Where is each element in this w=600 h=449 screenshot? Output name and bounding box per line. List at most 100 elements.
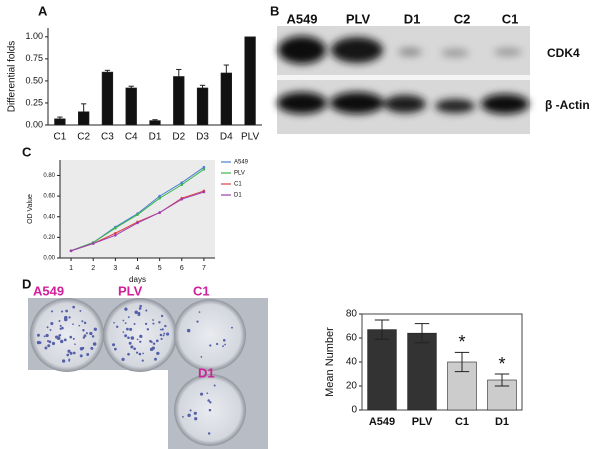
- y-axis-title: OD Value: [27, 194, 34, 224]
- x-tick-label: A549: [369, 416, 395, 428]
- y-tick-label: 40: [346, 357, 358, 368]
- x-tick-label: D2: [172, 132, 185, 143]
- x-tick-label: 3: [113, 265, 117, 272]
- x-tick-label: D1: [149, 132, 162, 143]
- panel-label: C: [22, 144, 32, 159]
- significance-mark: *: [458, 332, 465, 352]
- bar: [78, 111, 90, 126]
- y-tick-label: 0.75: [25, 53, 43, 63]
- lane-label: C2: [454, 11, 471, 26]
- point: [114, 231, 117, 235]
- bar: [196, 87, 209, 126]
- error-bar: [199, 84, 206, 88]
- row-label: β -Actin: [545, 98, 590, 112]
- bar: [244, 36, 256, 126]
- bar: [101, 71, 114, 126]
- lane-label: C1: [502, 11, 519, 26]
- y-tick-label: 80: [346, 309, 358, 320]
- bar: [367, 329, 397, 411]
- error-bar: [104, 69, 111, 73]
- x-tick-label: 7: [202, 265, 206, 272]
- well: [174, 299, 246, 371]
- bar: [173, 76, 185, 126]
- point: [136, 221, 139, 225]
- point: [91, 242, 95, 245]
- error-bar: [80, 103, 87, 112]
- point: [158, 194, 161, 198]
- error-bar: [128, 85, 134, 88]
- y-tick-label: 0.40: [43, 214, 55, 220]
- point: [202, 165, 206, 169]
- x-tick-label: D4: [220, 132, 233, 143]
- point: [69, 249, 73, 253]
- lane-label: PLV: [346, 11, 371, 26]
- x-tick-label: PLV: [241, 132, 259, 143]
- y-tick-label: 0.60: [43, 194, 55, 200]
- error-bar: [152, 119, 158, 121]
- y-axis-title: Differential folds: [7, 41, 18, 113]
- x-tick-label: C4: [125, 132, 138, 143]
- x-tick-label: 1: [69, 265, 73, 272]
- y-tick-label: 0.50: [25, 75, 43, 85]
- bar: [54, 118, 66, 126]
- panel-label: A: [38, 3, 48, 18]
- point: [158, 211, 161, 214]
- legend-label: A549: [234, 160, 249, 166]
- well-label: D1: [198, 365, 215, 380]
- legend-label: C1: [234, 182, 242, 188]
- point: [180, 183, 184, 187]
- y-tick-label: 0.80: [43, 173, 55, 179]
- y-tick-label: 0.25: [25, 97, 43, 107]
- plot-frame: [361, 313, 523, 411]
- bar: [407, 332, 437, 411]
- y-tick-label: 60: [346, 333, 358, 344]
- point: [180, 197, 184, 201]
- bar: [220, 72, 232, 126]
- y-tick-label: 0.00: [43, 256, 55, 262]
- point: [114, 234, 117, 237]
- y-tick-label: 20: [346, 381, 358, 392]
- x-tick-label: C1: [455, 416, 469, 428]
- x-axis-title: days: [129, 275, 146, 284]
- x-tick-label: C3: [101, 132, 114, 143]
- error-bar: [374, 319, 390, 340]
- x-tick-label: C1: [53, 132, 66, 143]
- error-bar: [176, 68, 182, 77]
- x-tick-label: PLV: [412, 416, 433, 428]
- x-tick-label: C2: [77, 132, 90, 143]
- blot-gap: [277, 75, 530, 80]
- x-tick-label: 2: [91, 265, 95, 272]
- error-bar: [454, 351, 470, 373]
- significance-mark: *: [498, 354, 505, 374]
- bar: [125, 87, 137, 126]
- point: [114, 226, 117, 230]
- y-tick-label: 0.20: [43, 235, 55, 241]
- y-tick-label: 1.00: [25, 31, 43, 41]
- point: [202, 167, 206, 171]
- point: [158, 196, 161, 200]
- point: [136, 213, 139, 216]
- panel-label: D: [22, 276, 31, 291]
- error-bar: [494, 373, 510, 387]
- x-tick-label: 5: [158, 265, 162, 272]
- well: [30, 298, 104, 372]
- colonies: [36, 304, 233, 435]
- x-tick-label: D3: [196, 132, 209, 143]
- point: [180, 181, 184, 184]
- row-label: CDK4: [547, 46, 580, 60]
- y-axis-title: Mean Number: [324, 327, 336, 397]
- plot-background: [60, 160, 215, 258]
- y-tick-label: 0.00: [25, 119, 43, 129]
- well-label: A549: [33, 283, 64, 298]
- error-bar: [223, 64, 230, 73]
- x-tick-label: 6: [180, 265, 184, 272]
- error-bar: [414, 323, 430, 344]
- x-tick-label: 4: [136, 265, 140, 272]
- y-tick-label: 0: [351, 405, 357, 416]
- bar: [149, 120, 161, 126]
- legend-label: D1: [234, 193, 242, 199]
- lane-label: D1: [404, 11, 421, 26]
- well-label: C1: [193, 283, 210, 298]
- error-bar: [57, 116, 63, 119]
